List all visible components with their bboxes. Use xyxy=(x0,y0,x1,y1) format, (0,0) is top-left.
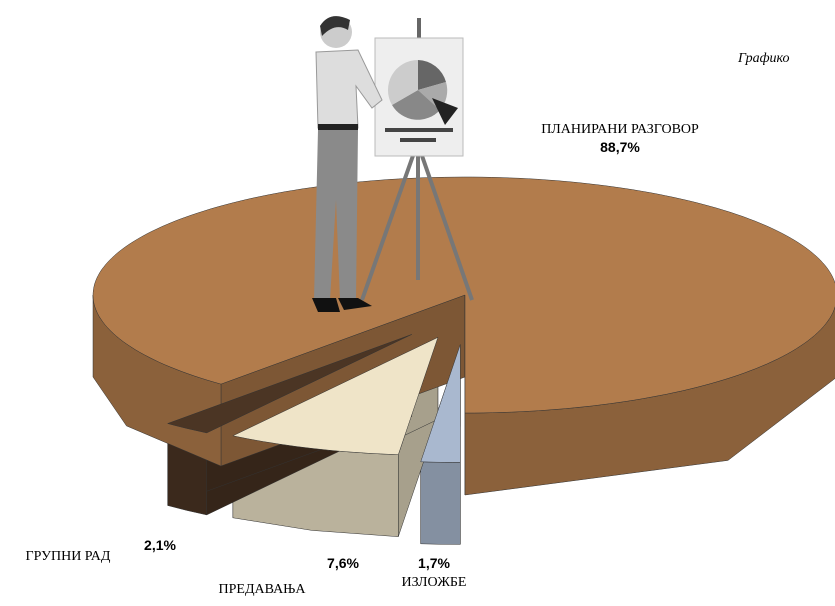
category-label: ПЛАНИРАНИ РАЗГОВОР xyxy=(541,122,699,137)
pie: ИЗЛОЖБЕ 1,7% ПРЕДАВАЊА 7,6% ГРУПНИ РАД 2,1% ПЛ… xyxy=(26,122,835,597)
category-label: ГРУПНИ РАД xyxy=(26,549,111,564)
slice-wall xyxy=(421,462,461,545)
chart-title: Графико xyxy=(737,51,790,66)
value-label: 7,6% xyxy=(327,555,359,571)
category-label: ПРЕДАВАЊА xyxy=(219,582,307,597)
value-label: 1,7% xyxy=(418,555,450,571)
value-label: 88,7% xyxy=(600,139,640,155)
chart: Графико ИЗЛОЖБЕ 1,7% ПРЕДАВАЊА 7,6% ГРУПНИ Р… xyxy=(0,0,835,606)
value-label: 2,1% xyxy=(144,537,176,553)
category-label: ИЗЛОЖБЕ xyxy=(402,575,467,590)
